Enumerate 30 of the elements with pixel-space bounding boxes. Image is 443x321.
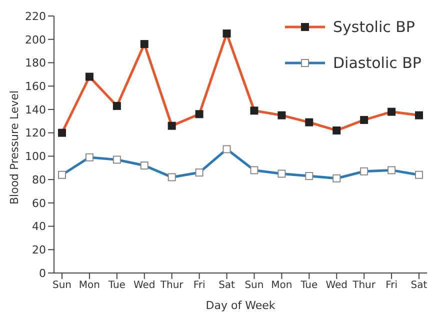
x-tick-label: Wed [133, 280, 156, 292]
x-tick-label: Mon [78, 280, 100, 292]
y-tick-label: 60 [32, 196, 46, 210]
x-tick-label: Tue [107, 280, 126, 292]
y-tick-label: 220 [25, 10, 46, 23]
x-tick-label: Thur [352, 280, 376, 292]
x-tick-label: Mon [271, 280, 292, 292]
y-tick-label: 140 [25, 103, 46, 116]
legend-label: Diastolic BP [333, 54, 422, 72]
x-tick-label: Fri [193, 280, 206, 292]
x-tick-label: Thur [159, 280, 184, 292]
y-tick-label: 160 [25, 80, 46, 93]
x-axis-title: Day of Week [206, 299, 276, 312]
y-tick-label: 40 [32, 220, 46, 234]
legend-label: Systolic BP [333, 18, 415, 36]
y-tick-label: 20 [32, 244, 46, 257]
y-tick-label: 200 [25, 33, 46, 46]
y-tick-label: 120 [25, 126, 46, 140]
x-tick-label: Sat [218, 280, 236, 292]
x-tick-label: Tue [300, 280, 318, 292]
y-tick-label: 80 [32, 173, 46, 186]
x-tick-label: Sun [244, 280, 264, 292]
x-tick-label: Wed [326, 280, 348, 292]
x-tick-label: Sat [410, 280, 428, 292]
y-tick-label: 180 [25, 56, 46, 70]
x-tick-label: Fri [386, 280, 398, 292]
x-tick-label: Sun [52, 280, 72, 292]
y-axis-title: Blood Pressure Level [8, 90, 21, 204]
y-tick-label: 0 [39, 266, 46, 280]
y-tick-label: 100 [25, 150, 46, 164]
